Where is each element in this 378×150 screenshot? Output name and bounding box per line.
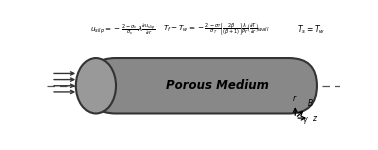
Text: $T_f - T_w = -\frac{2-\sigma_T}{\sigma_T}\!\left[\frac{2\beta}{(\beta+1)}\right]: $T_f - T_w = -\frac{2-\sigma_T}{\sigma_T… (163, 22, 270, 37)
Text: $r$: $r$ (293, 93, 298, 103)
Text: $z$: $z$ (311, 114, 318, 123)
Text: Porous Medium: Porous Medium (166, 79, 269, 92)
Text: $T_s = T_w$: $T_s = T_w$ (297, 23, 325, 36)
Text: $B$: $B$ (307, 97, 314, 108)
Text: $u_{slip} = -\frac{2-\sigma_v}{\sigma_v}\lambda\frac{\partial u_{slip}}{\partial: $u_{slip} = -\frac{2-\sigma_v}{\sigma_v}… (90, 22, 156, 37)
FancyBboxPatch shape (88, 58, 317, 114)
Text: $\gamma$: $\gamma$ (302, 115, 308, 126)
Ellipse shape (76, 58, 116, 114)
